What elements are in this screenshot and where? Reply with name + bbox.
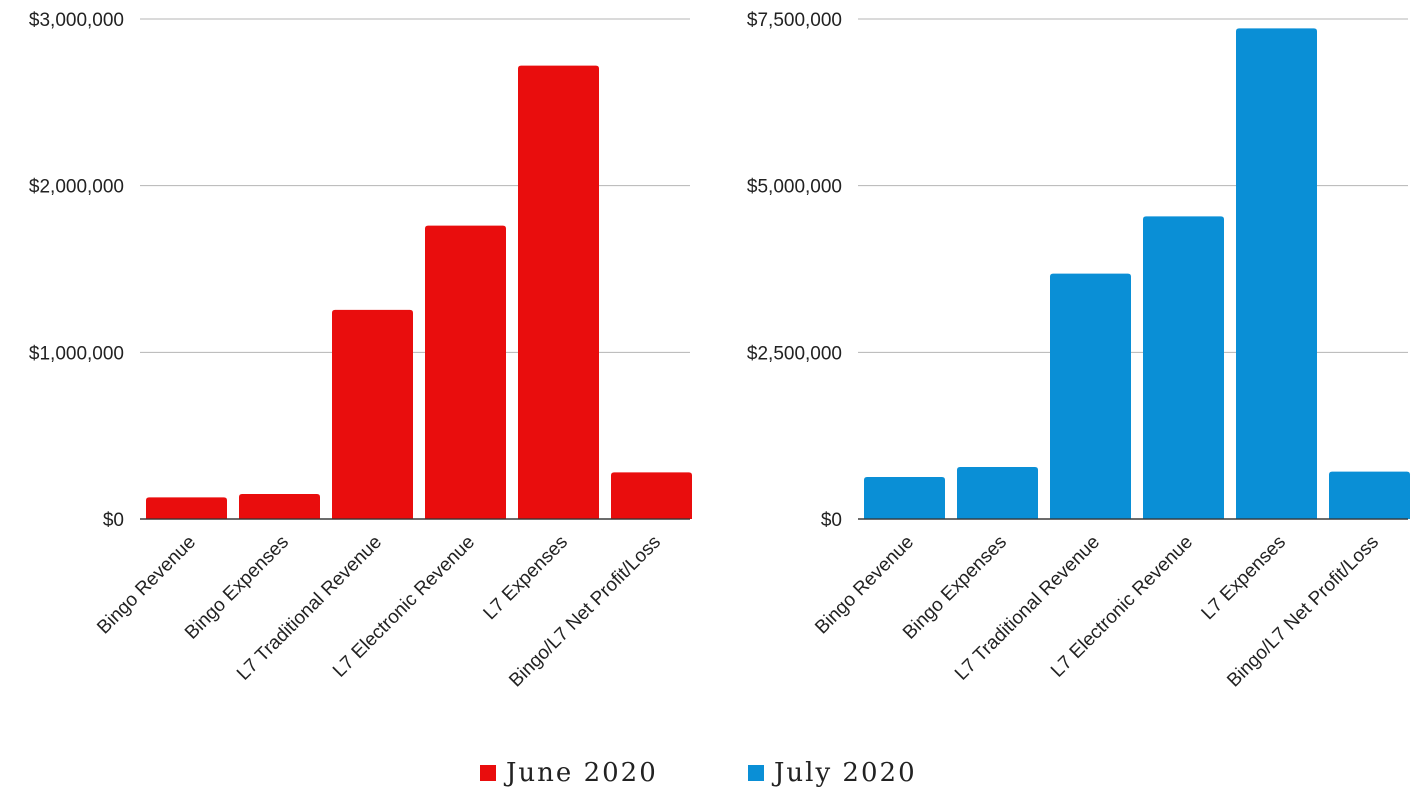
bar — [957, 467, 1038, 519]
bar — [1050, 273, 1131, 519]
x-tick-label: Bingo/L7 Net Profit/Loss — [1223, 532, 1383, 692]
y-tick-label: $2,500,000 — [747, 343, 842, 364]
bar — [1329, 471, 1410, 519]
y-tick-label: $1,000,000 — [29, 343, 124, 364]
x-tick-label: Bingo/L7 Net Profit/Loss — [505, 532, 665, 692]
x-tick-label: L7 Expenses — [480, 532, 573, 625]
y-tick-label: $0 — [821, 510, 842, 531]
bar — [611, 472, 692, 519]
bar — [332, 309, 413, 519]
legend-label-july: July 2020 — [774, 758, 917, 788]
x-tick-label: Bingo Revenue — [93, 532, 200, 639]
chart-panel-1: $0 $1,000,000 $2,000,000 $3,000,000 Bingo Re… — [29, 10, 692, 691]
legend-swatch-june — [480, 765, 496, 781]
legend-item-july: July 2020 — [748, 758, 917, 788]
y-tick-label: $2,000,000 — [29, 177, 124, 198]
x-tick-label: L7 Expenses — [1198, 532, 1291, 625]
y-tick-label: $0 — [103, 510, 124, 531]
legend-label-june: June 2020 — [506, 758, 658, 788]
chart-panel-2: $0 $2,500,000 $5,000,000 $7,500,000 Bingo Re… — [747, 10, 1410, 691]
legend: June 2020 July 2020 — [0, 758, 1416, 798]
bar — [425, 225, 506, 519]
legend-item-june: June 2020 — [480, 758, 658, 788]
x-tick-label: Bingo Revenue — [811, 532, 918, 639]
y-tick-label: $3,000,000 — [29, 10, 124, 31]
legend-swatch-july — [748, 765, 764, 781]
bar — [864, 477, 945, 519]
bar — [518, 65, 599, 520]
y-tick-label: $7,500,000 — [747, 10, 842, 31]
bar — [1143, 216, 1224, 520]
bar — [146, 497, 227, 519]
y-tick-label: $5,000,000 — [747, 177, 842, 198]
bar — [239, 494, 320, 519]
bar — [1236, 28, 1317, 519]
